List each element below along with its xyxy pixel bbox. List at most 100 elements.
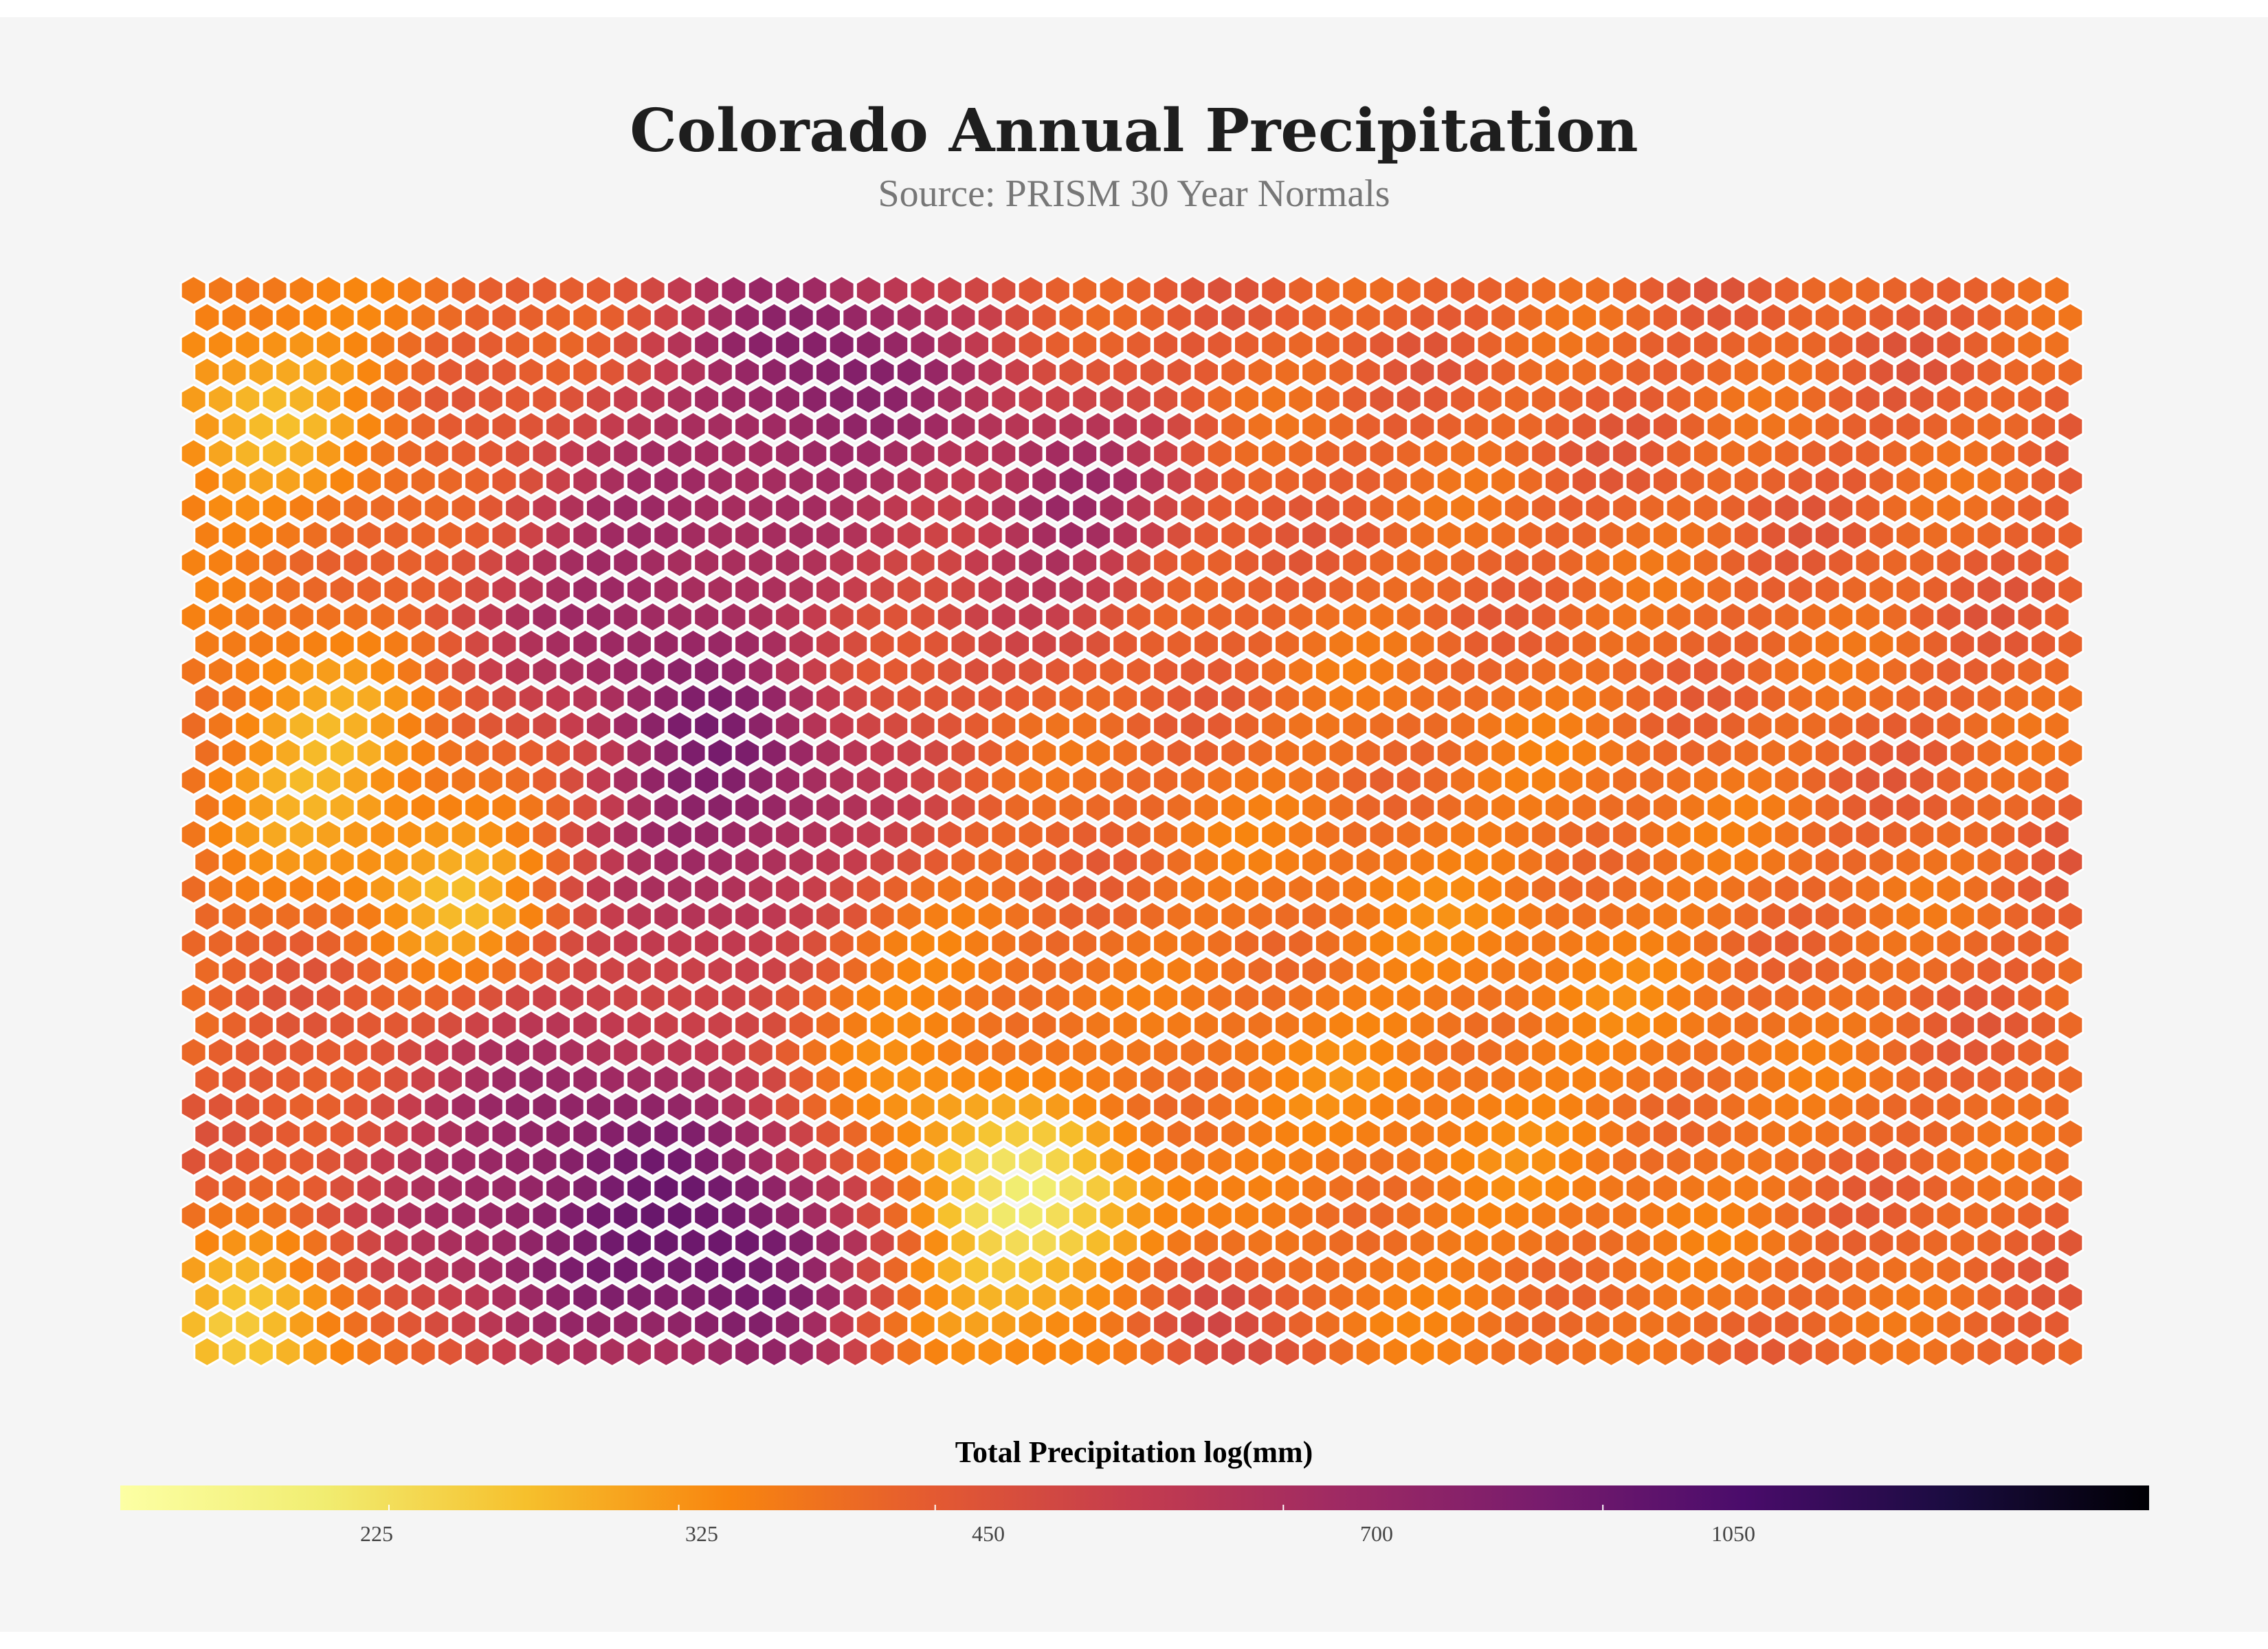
hex-cell	[652, 574, 680, 606]
hex-cell	[179, 982, 208, 1014]
hex-cell	[2030, 1226, 2057, 1259]
hex-cell	[1124, 274, 1153, 306]
hex-cell	[841, 1226, 869, 1259]
hex-cell	[1570, 682, 1599, 715]
hex-cell	[963, 1090, 990, 1123]
hex-cell	[463, 302, 491, 334]
hex-cell	[1530, 546, 1558, 579]
hex-cell	[1016, 928, 1045, 960]
hex-cell	[1313, 873, 1342, 906]
hex-cell	[1192, 628, 1220, 660]
hex-cell	[1368, 982, 1396, 1014]
hex-cell	[922, 846, 950, 878]
hex-cell	[409, 1064, 437, 1096]
hex-cell	[1502, 1254, 1531, 1286]
hex-cell	[1313, 982, 1342, 1014]
hex-cell	[476, 274, 504, 306]
hex-cell	[1597, 574, 1625, 606]
map-subtitle: Source: PRISM 30 Year Normals	[878, 172, 1390, 215]
hex-cell	[1381, 900, 1410, 932]
hex-cell	[652, 792, 680, 824]
hex-cell	[274, 900, 302, 932]
hex-cell	[706, 846, 734, 878]
hex-cell	[935, 764, 964, 796]
hex-cell	[854, 710, 882, 742]
hex-cell	[396, 1090, 423, 1123]
hex-cell	[207, 1090, 234, 1123]
hex-cell	[220, 356, 248, 388]
hex-cell	[544, 1226, 572, 1259]
hex-cell	[1111, 792, 1139, 824]
hex-cell	[1570, 1009, 1599, 1042]
hex-cell	[1408, 682, 1436, 715]
hex-cell	[1624, 1336, 1652, 1368]
hex-cell	[1246, 1226, 1274, 1259]
hex-cell	[882, 438, 910, 470]
hex-cell	[1354, 574, 1382, 606]
hex-cell	[1732, 1064, 1760, 1096]
hex-cell	[220, 1281, 248, 1314]
hex-cell	[1935, 546, 1963, 579]
hex-cell	[665, 818, 693, 851]
hex-cell	[1274, 574, 1301, 606]
hex-cell	[1422, 818, 1449, 851]
hex-cell	[652, 1281, 680, 1314]
hex-cell	[571, 356, 599, 388]
hex-cell	[841, 519, 869, 552]
hex-cell	[1975, 574, 2003, 606]
hex-cell	[1071, 546, 1099, 579]
hex-cell	[382, 519, 410, 552]
hex-cell	[1908, 982, 1936, 1014]
hex-cell	[1989, 1036, 2017, 1068]
hex-cell	[396, 818, 423, 851]
hex-cell	[1300, 1172, 1328, 1204]
hex-cell	[1827, 1145, 1855, 1178]
hex-cell	[1583, 818, 1612, 851]
hex-cell	[287, 274, 315, 306]
hex-cell	[1260, 546, 1288, 579]
hex-cell	[1003, 954, 1031, 987]
hex-cell	[2056, 302, 2084, 334]
hex-cell	[287, 764, 315, 796]
hex-cell	[638, 1254, 667, 1286]
hex-cell	[1300, 737, 1328, 770]
hex-cell	[827, 1090, 856, 1123]
hex-cell	[2002, 846, 2030, 878]
hex-cell	[301, 954, 329, 987]
hex-cell	[1381, 1118, 1410, 1150]
hex-cell	[638, 1145, 667, 1178]
hex-cell	[1287, 274, 1315, 306]
hex-cell	[1583, 492, 1612, 524]
hex-cell	[814, 628, 842, 660]
hex-cell	[1867, 302, 1895, 334]
hex-cell	[827, 1200, 856, 1232]
hex-cell	[1746, 928, 1774, 960]
hex-cell	[1624, 574, 1652, 606]
hex-cell	[1476, 928, 1504, 960]
hex-cell	[990, 383, 1018, 416]
hex-cell	[1084, 846, 1112, 878]
hex-cell	[1638, 1200, 1666, 1232]
hex-cell	[1463, 846, 1490, 878]
hex-cell	[1463, 792, 1490, 824]
hex-cell	[247, 1009, 275, 1042]
hex-cell	[1057, 1336, 1085, 1368]
hex-cell	[882, 492, 910, 524]
hex-cell	[1975, 1336, 2003, 1368]
hex-cell	[1179, 1308, 1207, 1340]
hex-cell	[1502, 601, 1531, 633]
hex-cell	[1543, 682, 1571, 715]
hex-cell	[585, 438, 612, 470]
hex-cell	[328, 464, 356, 497]
hex-cell	[679, 846, 707, 878]
hex-cell	[746, 1308, 775, 1340]
hex-cell	[1570, 954, 1599, 987]
hex-cell	[774, 601, 801, 633]
hex-cell	[1881, 438, 1909, 470]
hex-cell	[1246, 464, 1274, 497]
hex-cell	[1463, 954, 1490, 987]
hex-cell	[612, 492, 640, 524]
hex-cell	[179, 383, 208, 416]
hex-cell	[895, 519, 923, 552]
hex-cell	[287, 438, 315, 470]
